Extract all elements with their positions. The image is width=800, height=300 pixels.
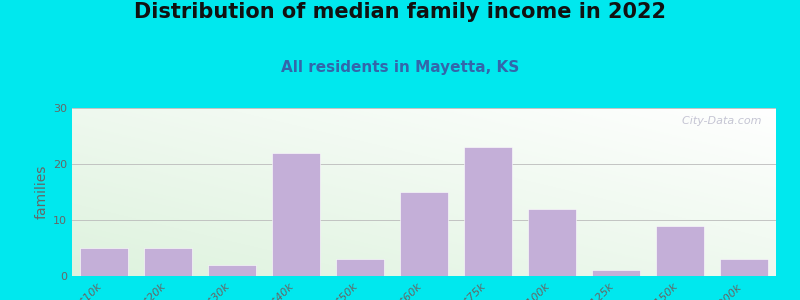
Text: City-Data.com: City-Data.com xyxy=(675,116,762,126)
Bar xyxy=(336,259,384,276)
Bar xyxy=(720,259,768,276)
Bar xyxy=(656,226,704,276)
Bar xyxy=(592,270,640,276)
Bar xyxy=(400,192,448,276)
Text: All residents in Mayetta, KS: All residents in Mayetta, KS xyxy=(281,60,519,75)
Bar xyxy=(208,265,256,276)
Bar xyxy=(464,147,512,276)
Y-axis label: families: families xyxy=(35,165,49,219)
Bar xyxy=(80,248,128,276)
Bar xyxy=(144,248,192,276)
Text: Distribution of median family income in 2022: Distribution of median family income in … xyxy=(134,2,666,22)
Bar xyxy=(528,209,576,276)
Bar xyxy=(272,153,320,276)
